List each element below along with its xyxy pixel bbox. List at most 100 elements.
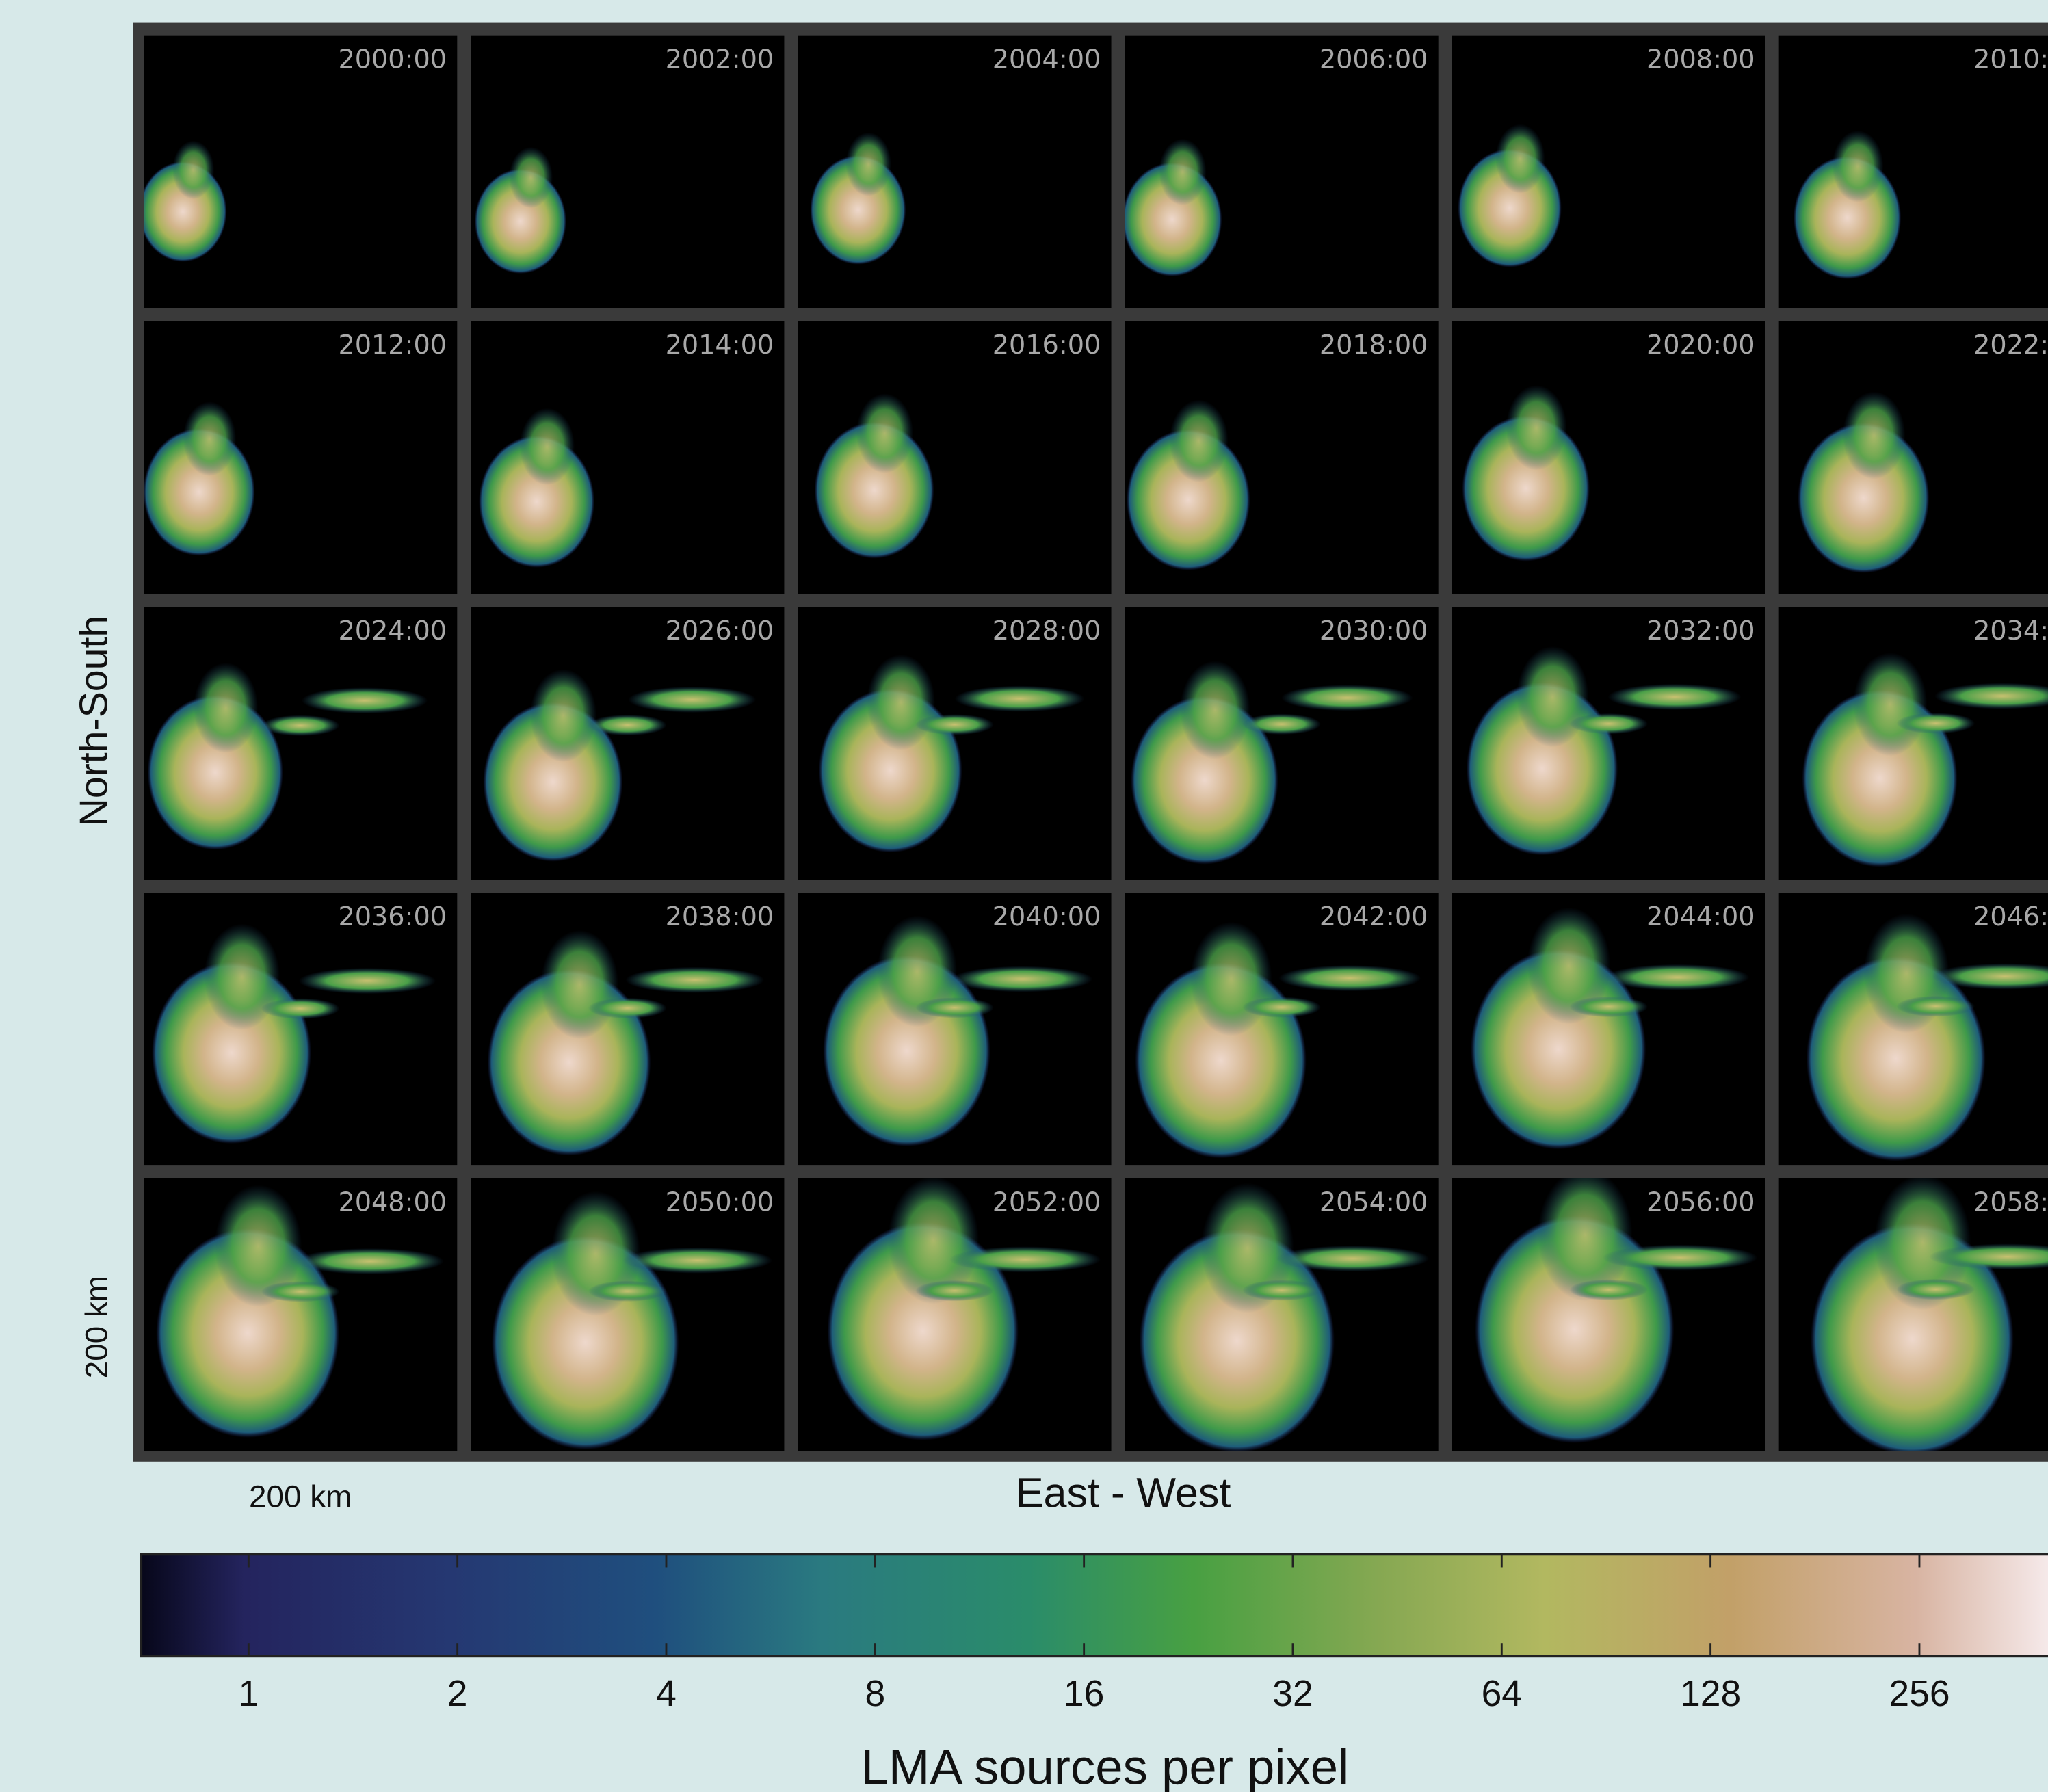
panel-time-label: 2036:00: [338, 902, 447, 932]
density-streak: [1897, 1279, 1975, 1300]
density-streak: [1278, 965, 1421, 991]
panel-time-label: 2010:00: [1973, 44, 2048, 75]
density-streak: [955, 685, 1085, 711]
panel-time-label: 2024:00: [338, 616, 447, 646]
colorbar-label: LMA sources per pixel: [861, 1739, 1350, 1792]
x-scale-label: 200 km: [249, 1479, 352, 1514]
density-fringe: [1517, 646, 1588, 747]
density-streak: [1897, 996, 1975, 1017]
density-fringe: [1170, 399, 1229, 482]
colorbar-tick-label: 1: [238, 1674, 259, 1714]
panel-time-label: 2044:00: [1646, 902, 1755, 932]
density-fringe: [530, 669, 596, 762]
density-streak: [1242, 997, 1321, 1018]
x-axis-label: East - West: [1016, 1470, 1231, 1516]
density-streak: [915, 714, 994, 735]
colorbar-tick-label: 4: [656, 1674, 677, 1714]
density-streak: [1242, 1280, 1321, 1301]
density-fringe: [856, 393, 913, 473]
density-fringe: [845, 133, 891, 196]
density-streak: [952, 966, 1092, 992]
density-streak: [949, 1246, 1101, 1272]
density-streak: [1569, 1280, 1648, 1301]
colorbar-tick-label: 2: [447, 1674, 468, 1714]
density-fringe: [1853, 653, 1927, 756]
density-streak: [588, 998, 667, 1019]
density-fringe: [540, 930, 618, 1039]
panel-time-label: 2014:00: [666, 330, 774, 360]
density-fringe: [1180, 661, 1250, 759]
density-streak: [1603, 1245, 1757, 1271]
density-fringe: [1159, 139, 1206, 205]
density-streak: [588, 715, 667, 736]
density-streak: [915, 997, 994, 1018]
density-streak: [1608, 684, 1742, 710]
density-streak: [1569, 713, 1648, 735]
density-streak: [622, 1248, 772, 1274]
density-fringe: [509, 147, 553, 208]
density-streak: [588, 1280, 667, 1302]
page: 2000:00 2002:00 2004:00 2006:00 2008:00 2010:…: [0, 0, 2048, 1792]
panel-time-label: 2008:00: [1646, 44, 1755, 75]
density-streak: [915, 1280, 994, 1302]
panel-time-label: 2046:00: [1973, 902, 2048, 932]
density-streak: [1605, 964, 1750, 990]
panel-time-label: 2058:00: [1973, 1188, 2048, 1218]
density-streak: [1242, 713, 1321, 735]
y-scale-label: 200 km: [79, 1276, 114, 1378]
density-fringe: [1832, 131, 1883, 202]
panel-time-label: 2054:00: [1320, 1188, 1428, 1218]
panel-time-label: 2038:00: [666, 902, 774, 932]
density-streak: [1281, 685, 1413, 711]
panel-time-label: 2042:00: [1320, 902, 1428, 932]
panel-grid: 2000:00 2002:00 2004:00 2006:00 2008:00 2010:…: [139, 36, 2048, 1455]
density-fringe: [1190, 922, 1272, 1036]
panel-time-label: 2006:00: [1320, 44, 1428, 75]
density-fringe: [1495, 124, 1545, 194]
panel-time-label: 2040:00: [993, 902, 1101, 932]
panel-time-label: 2050:00: [666, 1188, 774, 1218]
panel-time-label: 2012:00: [338, 330, 447, 360]
density-fringe: [1843, 391, 1906, 479]
panel-time-label: 2020:00: [1646, 330, 1755, 360]
density-fringe: [194, 663, 258, 753]
panel-time-label: 2026:00: [666, 616, 774, 646]
density-streak: [296, 1248, 444, 1274]
panel-time-label: 2000:00: [338, 44, 447, 75]
density-streak: [261, 1281, 340, 1302]
density-streak: [1569, 997, 1648, 1018]
colorbar-tick-label: 128: [1680, 1674, 1741, 1714]
density-fringe: [1506, 385, 1567, 470]
colorbar-tick-label: 8: [865, 1674, 885, 1714]
panel-time-label: 2056:00: [1646, 1188, 1755, 1218]
panel-time-label: 2048:00: [338, 1188, 447, 1218]
panel-time-label: 2030:00: [1320, 616, 1428, 646]
y-axis-label: North-South: [73, 616, 116, 827]
density-streak: [299, 968, 436, 994]
density-streak: [625, 967, 764, 993]
density-streak: [261, 715, 340, 736]
panel-time-label: 2004:00: [993, 44, 1101, 75]
density-fringe: [520, 408, 575, 486]
colorbar-tick-label: 64: [1482, 1674, 1522, 1714]
density-streak: [1276, 1246, 1429, 1271]
density-streak: [302, 687, 428, 713]
colorbar-tick-label: 256: [1889, 1674, 1949, 1714]
panel-time-label: 2034:00: [1973, 616, 2048, 646]
figure: 2000:00 2002:00 2004:00 2006:00 2008:00 2010:…: [0, 0, 2048, 1792]
panel-time-label: 2018:00: [1320, 330, 1428, 360]
panel-time-label: 2016:00: [993, 330, 1101, 360]
colorbar: [141, 1554, 2048, 1656]
density-streak: [1897, 713, 1975, 734]
panel-time-label: 2022:00: [1973, 330, 2048, 360]
density-streak: [261, 998, 340, 1019]
panel-time-label: 2032:00: [1646, 616, 1755, 646]
density-fringe: [867, 655, 935, 750]
colorbar-tick-label: 16: [1064, 1674, 1104, 1714]
panel-time-label: 2028:00: [993, 616, 1101, 646]
panel-time-label: 2052:00: [993, 1188, 1101, 1218]
colorbar-tick-label: 32: [1272, 1674, 1313, 1714]
panel-time-label: 2002:00: [666, 44, 774, 75]
density-fringe: [183, 401, 236, 476]
density-fringe: [172, 141, 214, 200]
